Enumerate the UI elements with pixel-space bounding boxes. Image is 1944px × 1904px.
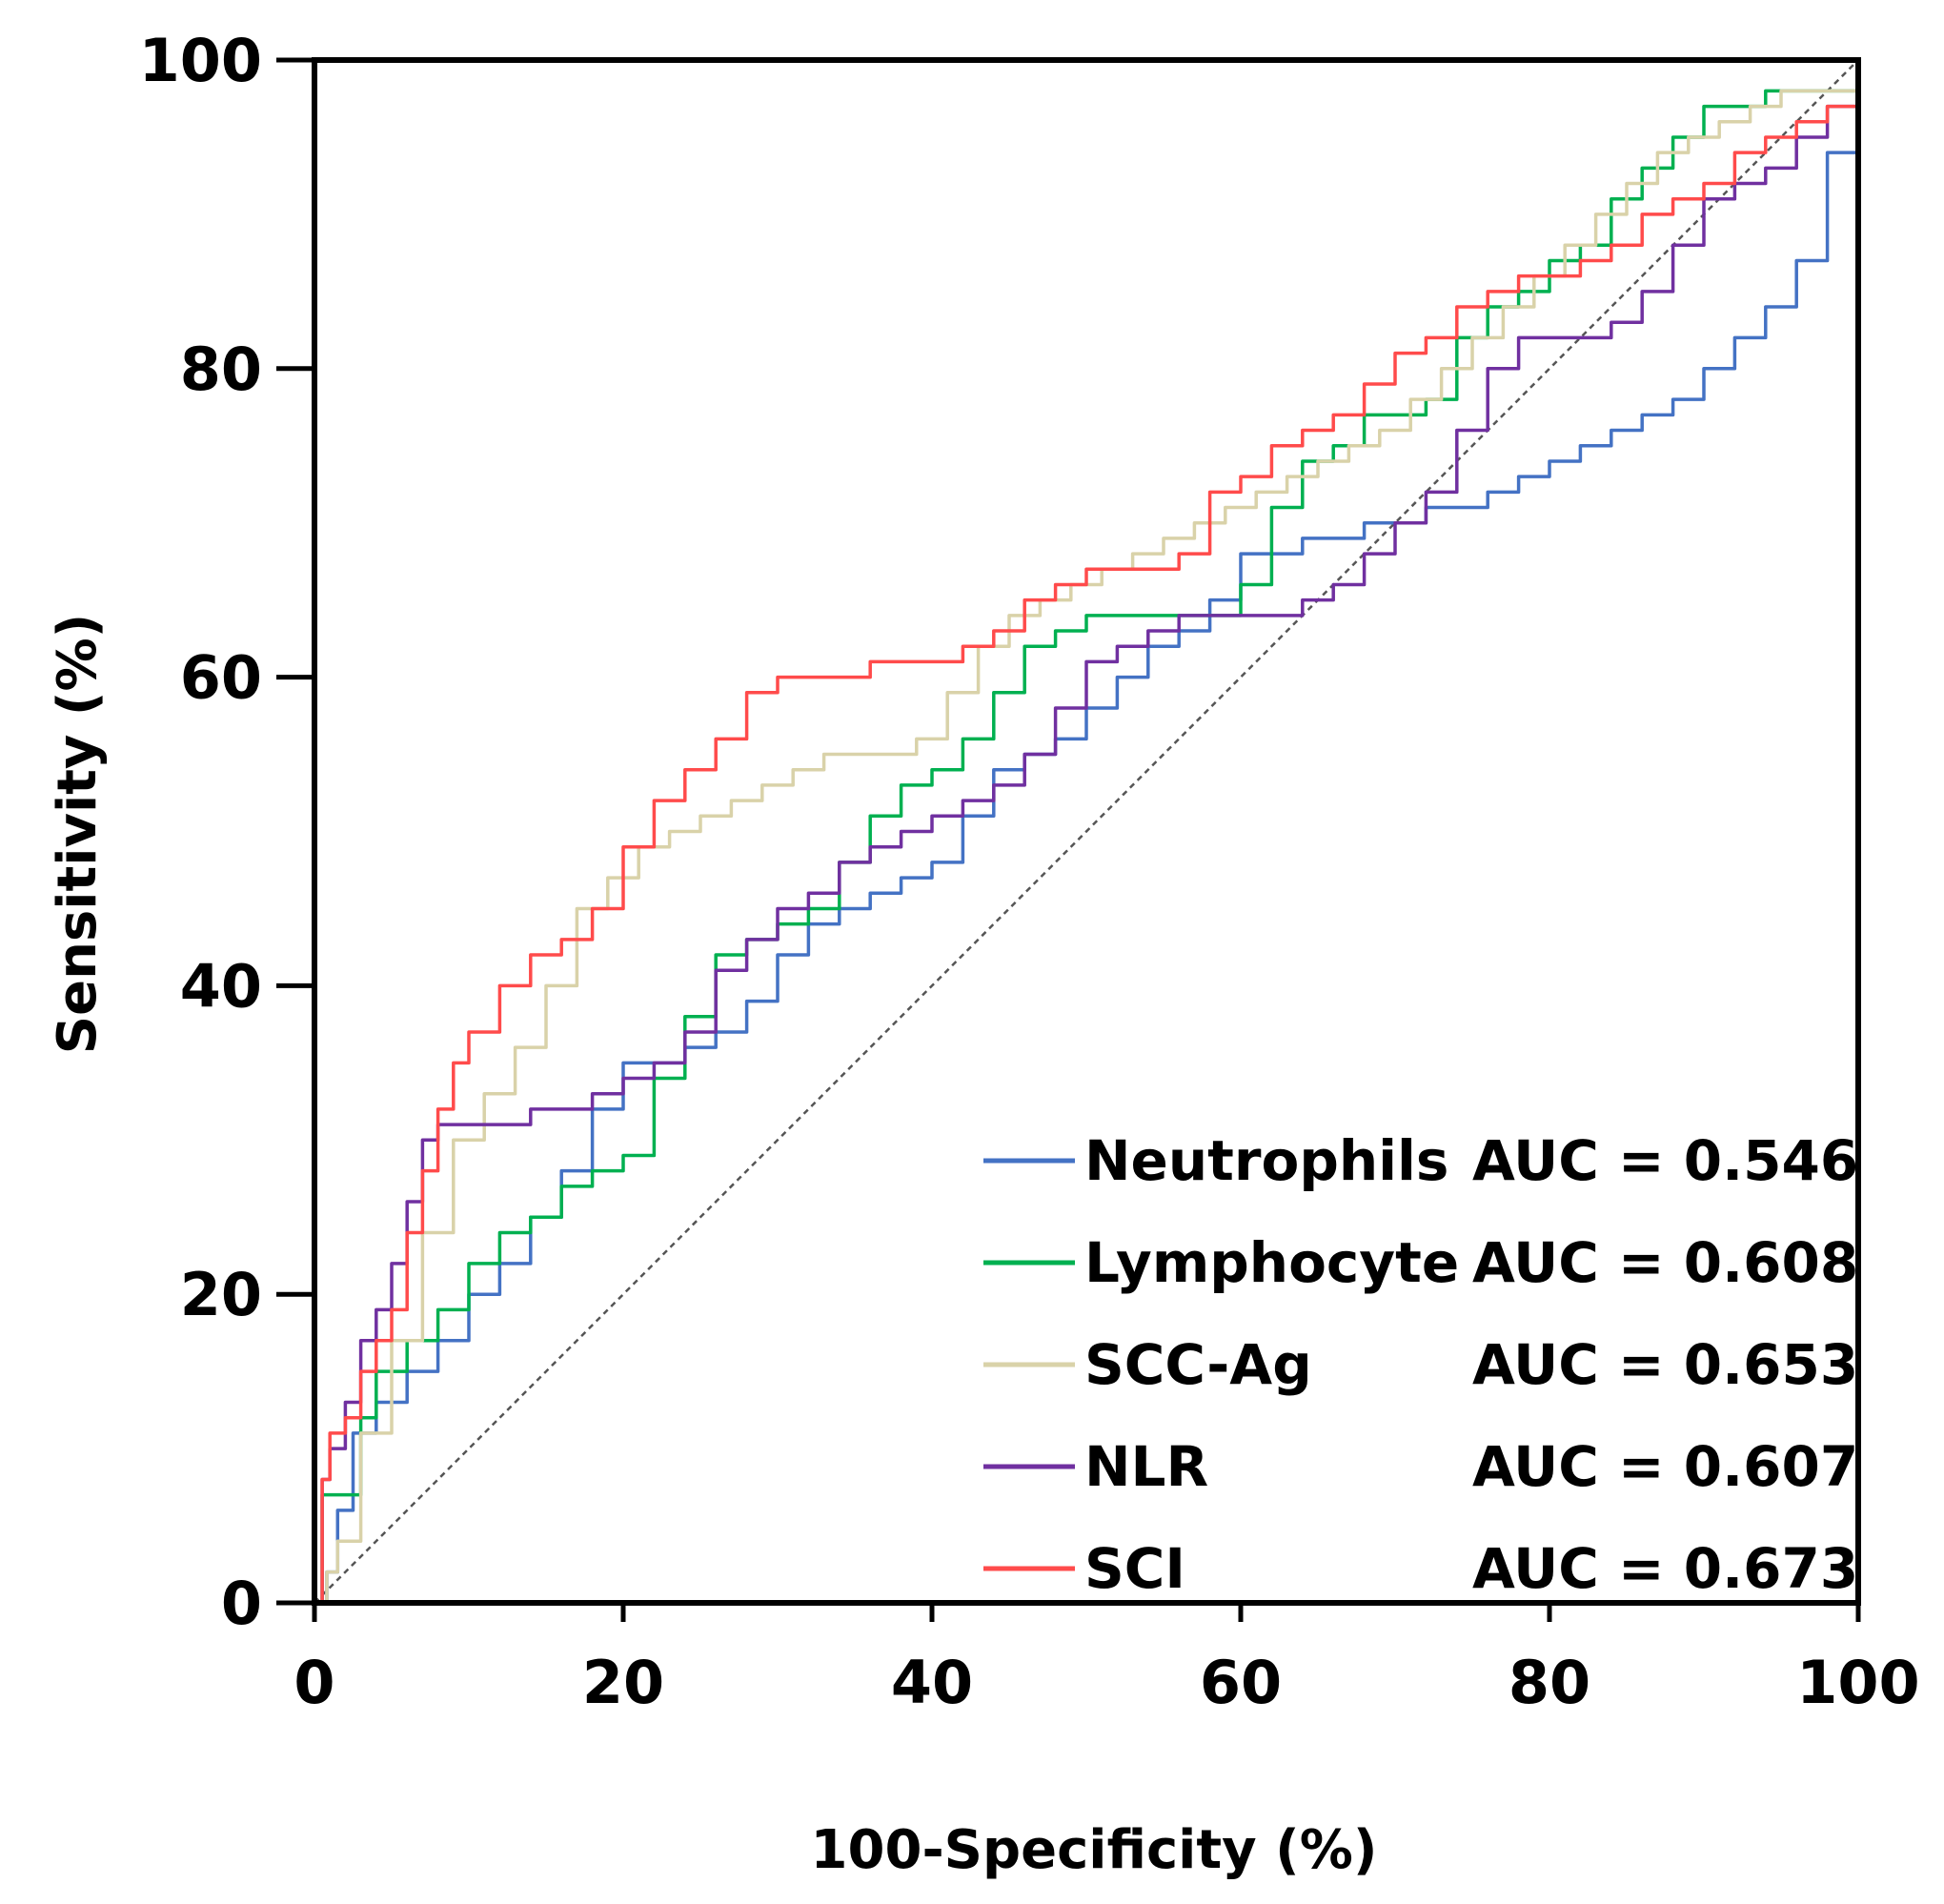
legend-auc-sci: AUC = 0.673 bbox=[1472, 1536, 1858, 1601]
axes-layer bbox=[312, 57, 1861, 1606]
x-tick-label: 40 bbox=[891, 1648, 973, 1717]
x-tick-label: 80 bbox=[1509, 1648, 1590, 1717]
legend-auc-scc-ag: AUC = 0.653 bbox=[1472, 1332, 1858, 1397]
y-tick-label: 20 bbox=[180, 1260, 262, 1329]
legend-label-scc-ag: SCC-Ag bbox=[1084, 1332, 1312, 1397]
y-tick-label: 100 bbox=[139, 26, 262, 95]
roc-curves-layer bbox=[314, 60, 1860, 1605]
x-tick-label: 100 bbox=[1796, 1648, 1919, 1717]
diagonal-reference-line bbox=[314, 59, 1859, 1604]
legend-auc-neutrophils: AUC = 0.546 bbox=[1472, 1128, 1858, 1193]
y-axis-label: Sensitivity (%) bbox=[47, 614, 109, 1054]
legend-label-sci: SCI bbox=[1084, 1536, 1185, 1601]
legend-auc-lymphocyte: AUC = 0.608 bbox=[1472, 1230, 1858, 1295]
legend-auc-nlr: AUC = 0.607 bbox=[1472, 1434, 1858, 1499]
y-tick-label: 0 bbox=[221, 1569, 262, 1638]
y-tick-label: 60 bbox=[180, 643, 262, 713]
roc-curve-lymphocyte bbox=[314, 60, 1860, 1605]
roc-curve-sci bbox=[314, 60, 1860, 1605]
legend-label-nlr: NLR bbox=[1084, 1434, 1208, 1499]
diagonal-reference-layer bbox=[314, 59, 1859, 1604]
x-axis-label: 100-Specificity (%) bbox=[811, 1819, 1378, 1881]
legend-label-neutrophils: Neutrophils bbox=[1084, 1128, 1448, 1193]
x-tick-label: 20 bbox=[582, 1648, 664, 1717]
plot-area-frame bbox=[312, 57, 1861, 1606]
x-tick-label: 0 bbox=[294, 1648, 334, 1717]
legend-label-lymphocyte: Lymphocyte bbox=[1084, 1230, 1459, 1295]
x-tick-label: 60 bbox=[1200, 1648, 1282, 1717]
tick-layer: 0 20 40 60 80 100 0 20 40 60 80 100 bbox=[139, 26, 1920, 1717]
y-tick-label: 40 bbox=[180, 951, 262, 1021]
y-tick-label: 80 bbox=[180, 334, 262, 404]
